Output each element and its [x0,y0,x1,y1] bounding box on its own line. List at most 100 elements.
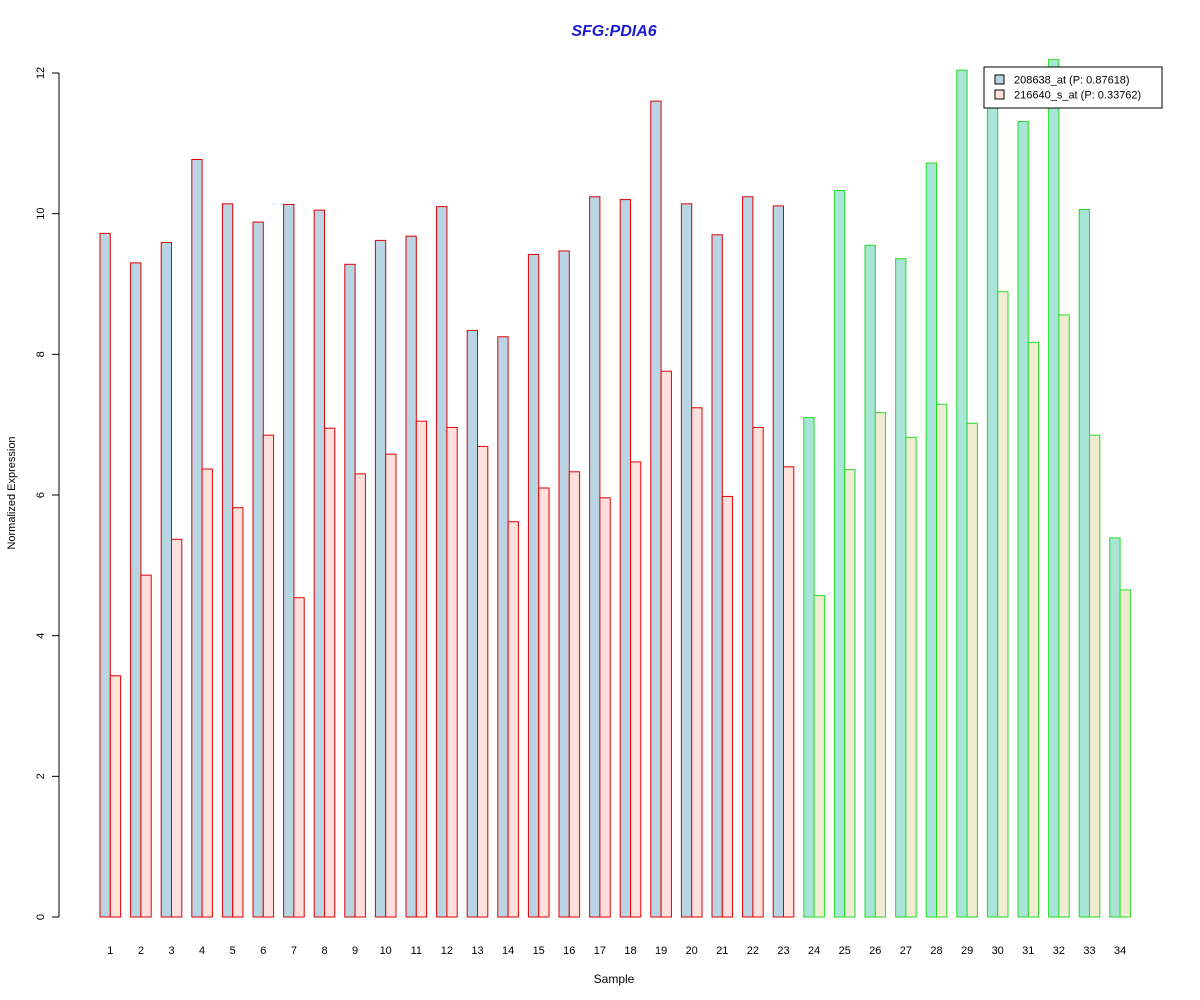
y-tick-label: 4 [35,633,47,639]
bar-series1-sample-20 [680,203,693,918]
bar-series1-sample-25 [833,189,846,918]
legend: 208638_at (P: 0.87618) 216640_s_at (P: 0.… [983,66,1163,109]
bar-series2-sample-32 [1058,314,1070,918]
x-tick-label: 27 [900,945,912,957]
bar-series1-sample-18 [619,199,632,918]
x-tick-label: 2 [138,945,144,957]
bar-series1-sample-1 [99,232,111,918]
bar-series2-sample-20 [691,407,703,918]
y-axis-label: Normalized Expression [6,436,18,549]
x-tick-label: 9 [352,945,358,957]
bar-series1-sample-9 [344,263,356,918]
x-tick-label: 11 [411,945,422,957]
bars-layer [99,59,1131,918]
bar-series2-sample-18 [630,461,642,918]
x-tick-label: 16 [563,945,575,957]
x-tick-label: 19 [655,945,667,957]
bar-series1-sample-7 [283,204,295,918]
x-tick-label: 18 [624,945,636,957]
bar-series2-sample-31 [1027,341,1040,918]
bar-series1-sample-16 [558,250,570,918]
bar-series2-sample-14 [507,521,519,918]
x-tick-label: 20 [686,945,698,957]
bar-series1-sample-5 [221,203,234,918]
y-axis: 0 2 4 6 8 10 12 [35,67,60,920]
x-tick-label: 6 [260,945,266,957]
bar-series2-sample-21 [721,495,734,918]
bar-series1-sample-32 [1048,59,1060,918]
x-tick-label: 26 [869,945,881,957]
bar-series2-sample-12 [446,426,458,918]
x-tick-label: 7 [291,945,297,957]
x-tick-label: 28 [930,945,942,957]
bar-series1-sample-21 [711,234,723,918]
x-tick-label: 4 [199,945,205,957]
bar-series1-sample-11 [405,235,417,918]
bar-series1-sample-2 [130,262,142,918]
bar-series1-sample-13 [466,329,479,918]
bar-series1-sample-12 [436,206,448,918]
x-tick-label: 31 [1022,945,1034,957]
bar-series1-sample-3 [160,242,172,918]
bar-series2-sample-22 [752,426,764,918]
x-tick-label: 1 [107,945,113,957]
bar-series2-sample-26 [874,412,887,918]
legend-label: 208638_at (P: 0.87618) [1014,75,1130,87]
bar-series2-sample-1 [109,675,122,918]
bar-series1-sample-23 [772,205,785,918]
bar-series2-sample-33 [1089,434,1101,918]
bar-series2-sample-2 [140,574,152,918]
bar-series2-sample-13 [477,445,489,918]
x-tick-label: 32 [1053,945,1065,957]
x-tick-label: 25 [839,945,851,957]
y-tick-label: 12 [35,67,47,79]
bar-series2-sample-7 [293,597,305,918]
bar-series2-sample-25 [844,469,856,918]
x-tick-label: 22 [747,945,759,957]
bar-series2-sample-9 [354,473,366,918]
x-tick-label: 29 [961,945,973,957]
bar-series2-sample-23 [783,466,795,918]
bar-series1-sample-29 [956,69,968,918]
bar-series1-sample-8 [313,209,326,918]
bar-series1-sample-4 [191,159,203,918]
x-tick-label: 8 [321,945,327,957]
x-tick-label: 10 [380,945,392,957]
y-tick-label: 8 [35,351,47,357]
x-tick-label: 24 [808,945,820,957]
bar-series2-sample-19 [660,370,672,918]
bar-series1-sample-24 [803,417,815,918]
x-tick-label: 14 [502,945,514,957]
bar-series2-sample-8 [324,427,336,918]
bar-series2-sample-15 [538,487,550,918]
x-tick-label: 17 [594,945,606,957]
bar-series1-sample-27 [895,258,907,918]
bar-series2-sample-11 [415,420,428,918]
bar-series2-sample-34 [1119,589,1131,918]
bar-series1-sample-15 [527,253,540,918]
bar-series2-sample-29 [966,422,978,918]
bar-series1-sample-31 [1017,121,1029,918]
x-tick-label: 21 [716,945,728,957]
x-axis-label: Sample [594,972,635,986]
bar-series2-sample-10 [385,453,397,918]
bar-series1-sample-17 [589,196,601,918]
bar-series1-sample-19 [650,100,662,918]
x-tick-label: 5 [230,945,236,957]
x-tick-label: 34 [1114,945,1126,957]
chart-title: SFG:PDIA6 [571,23,656,40]
bar-series1-sample-34 [1109,537,1121,918]
x-tick-label: 23 [777,945,789,957]
legend-label: 216640_s_at (P: 0.33762) [1014,90,1141,102]
legend-box [983,66,1163,109]
x-tick-label: 3 [168,945,174,957]
bar-series2-sample-6 [262,434,275,918]
bar-series2-sample-30 [997,291,1009,918]
bar-series2-sample-16 [568,471,581,918]
y-tick-label: 0 [35,914,47,920]
bar-series2-sample-17 [599,497,611,918]
bar-series1-sample-28 [925,162,938,918]
x-tick-label: 30 [992,945,1004,957]
bar-series2-sample-3 [171,538,183,918]
